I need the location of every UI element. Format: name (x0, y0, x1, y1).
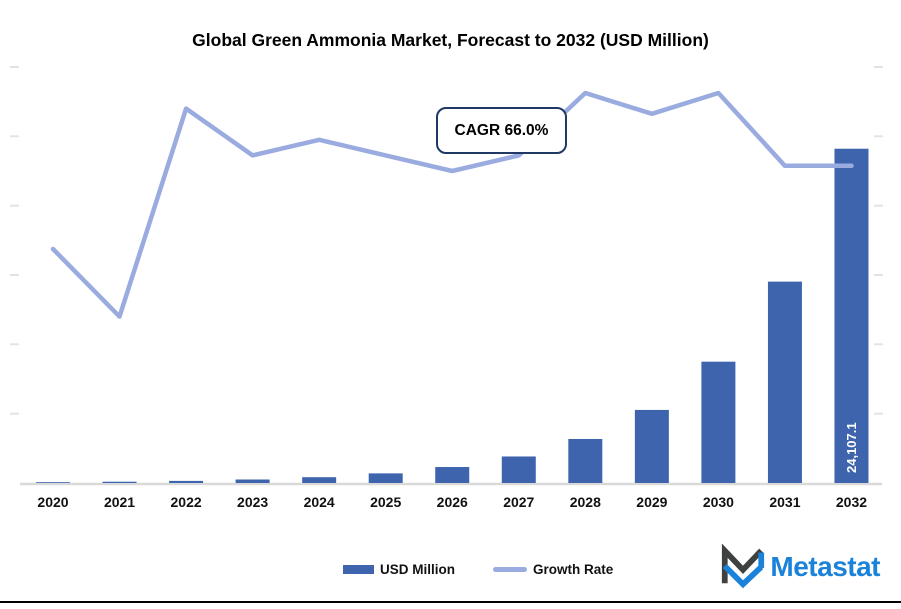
bar-2030 (701, 361, 736, 483)
bar-2020 (36, 482, 70, 483)
y-axis-tick-left (10, 412, 19, 415)
x-axis-label-2024: 2024 (304, 494, 335, 510)
x-axis-label-2026: 2026 (437, 494, 468, 510)
cagr-callout-text: CAGR 66.0% (454, 121, 549, 139)
bar-series-swatch (343, 565, 374, 574)
y-axis-tick-right (874, 343, 883, 346)
bar-value-label-2032: 24,107.1 (844, 422, 859, 473)
line-series-swatch (493, 567, 527, 572)
y-axis-tick-right (874, 274, 883, 276)
x-axis-label-2022: 2022 (171, 494, 202, 510)
bar-2026 (435, 467, 470, 483)
x-axis-label-2032: 2032 (836, 494, 867, 510)
x-axis-label-2021: 2021 (104, 494, 135, 510)
x-axis-label-2027: 2027 (503, 494, 534, 510)
x-axis-label-2028: 2028 (570, 494, 601, 510)
x-axis-label-2023: 2023 (237, 494, 268, 510)
bar-2022 (169, 480, 204, 483)
y-axis-tick-right (874, 135, 883, 138)
x-axis-label-2029: 2029 (636, 494, 667, 510)
legend-item-growth-rate: Growth Rate (493, 562, 613, 577)
bottom-border-line (0, 601, 901, 603)
y-axis-tick-right (874, 66, 883, 68)
legend-label-usd-million: USD Million (380, 562, 455, 577)
bar-2024 (302, 477, 337, 483)
x-axis-label-2020: 2020 (37, 494, 68, 510)
y-axis-tick-right (874, 204, 883, 207)
bar-2031 (767, 281, 802, 483)
bar-2029 (634, 409, 669, 483)
legend: USD Million Growth Rate (343, 562, 613, 577)
bar-2027 (501, 456, 536, 483)
metastat-wordmark: Metastat (770, 550, 880, 582)
x-axis-label-2031: 2031 (769, 494, 800, 510)
chart-title: Global Green Ammonia Market, Forecast to… (192, 30, 709, 50)
y-axis-tick-right (874, 412, 883, 415)
metastat-logo: Metastat (719, 544, 880, 589)
y-axis-tick-left (10, 274, 19, 276)
bar-2025 (368, 473, 403, 483)
y-axis-tick-left (10, 66, 19, 68)
x-axis-label-2030: 2030 (703, 494, 734, 510)
x-axis-label-2025: 2025 (370, 494, 401, 510)
y-axis-tick-left (10, 343, 19, 346)
bar-2028 (568, 438, 603, 483)
y-axis-tick-left (10, 135, 19, 138)
bar-2023 (235, 479, 270, 483)
bar-2021 (102, 481, 137, 483)
cagr-callout: CAGR 66.0% (436, 107, 567, 154)
legend-item-usd-million: USD Million (343, 562, 455, 577)
legend-label-growth-rate: Growth Rate (533, 562, 614, 577)
bar-2032 (834, 148, 869, 483)
growth-rate-line (50, 90, 854, 319)
y-axis-tick-left (10, 204, 19, 207)
metastat-logo-mark-icon (722, 544, 765, 589)
